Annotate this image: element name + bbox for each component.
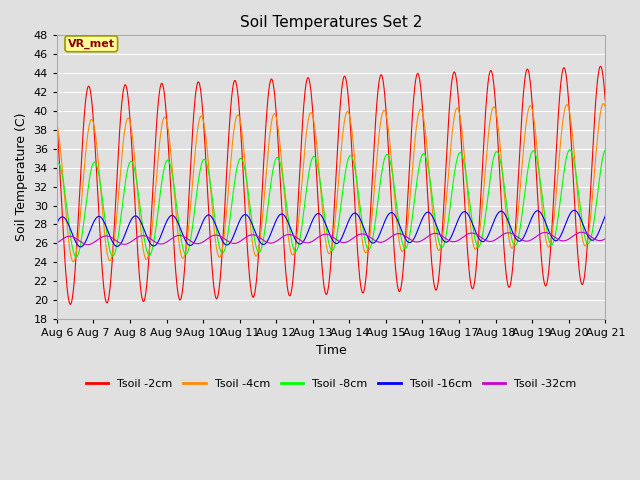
Tsoil -32cm	[578, 229, 586, 235]
Tsoil -8cm	[72, 254, 80, 260]
Tsoil -8cm	[602, 147, 609, 153]
Title: Soil Temperatures Set 2: Soil Temperatures Set 2	[240, 15, 422, 30]
Tsoil -8cm	[488, 163, 496, 168]
Tsoil -8cm	[417, 157, 424, 163]
Legend: Tsoil -2cm, Tsoil -4cm, Tsoil -8cm, Tsoil -16cm, Tsoil -32cm: Tsoil -2cm, Tsoil -4cm, Tsoil -8cm, Tsoi…	[81, 374, 580, 393]
Tsoil -32cm	[237, 238, 244, 244]
Line: Tsoil -32cm: Tsoil -32cm	[57, 232, 605, 245]
Tsoil -16cm	[488, 223, 496, 229]
Tsoil -8cm	[536, 180, 544, 185]
Tsoil -2cm	[602, 97, 609, 103]
Tsoil -8cm	[162, 159, 170, 165]
Tsoil -4cm	[488, 107, 496, 113]
Tsoil -8cm	[237, 156, 244, 161]
Line: Tsoil -2cm: Tsoil -2cm	[57, 66, 605, 304]
Tsoil -32cm	[417, 239, 424, 244]
Tsoil -4cm	[162, 116, 170, 121]
Tsoil -2cm	[67, 301, 74, 307]
Tsoil -4cm	[175, 241, 183, 247]
Tsoil -16cm	[237, 216, 244, 222]
Tsoil -32cm	[162, 240, 170, 245]
X-axis label: Time: Time	[316, 344, 346, 357]
Y-axis label: Soil Temperature (C): Soil Temperature (C)	[15, 113, 28, 241]
Tsoil -4cm	[536, 186, 544, 192]
Tsoil -32cm	[602, 236, 609, 242]
Tsoil -16cm	[175, 223, 183, 228]
Text: VR_met: VR_met	[68, 39, 115, 49]
Tsoil -16cm	[536, 210, 544, 216]
Tsoil -16cm	[53, 220, 61, 226]
Tsoil -16cm	[570, 207, 578, 213]
Tsoil -2cm	[597, 63, 605, 69]
Tsoil -32cm	[84, 242, 92, 248]
Tsoil -8cm	[175, 223, 183, 229]
Tsoil -32cm	[53, 240, 61, 246]
Tsoil -2cm	[536, 243, 544, 249]
Tsoil -32cm	[536, 231, 544, 237]
Tsoil -4cm	[237, 120, 244, 125]
Tsoil -32cm	[488, 239, 496, 244]
Tsoil -2cm	[53, 119, 61, 124]
Tsoil -4cm	[417, 107, 424, 112]
Tsoil -8cm	[53, 161, 61, 167]
Tsoil -16cm	[417, 220, 424, 226]
Tsoil -16cm	[602, 213, 609, 219]
Tsoil -2cm	[162, 106, 170, 111]
Tsoil -2cm	[237, 125, 244, 131]
Tsoil -2cm	[175, 296, 183, 302]
Tsoil -16cm	[162, 220, 170, 226]
Tsoil -4cm	[600, 101, 607, 107]
Line: Tsoil -8cm: Tsoil -8cm	[57, 150, 605, 257]
Tsoil -4cm	[602, 104, 609, 110]
Tsoil -16cm	[77, 244, 84, 250]
Tsoil -2cm	[488, 70, 496, 76]
Line: Tsoil -4cm: Tsoil -4cm	[57, 104, 605, 262]
Tsoil -32cm	[175, 232, 183, 238]
Tsoil -4cm	[69, 259, 77, 264]
Tsoil -4cm	[53, 121, 61, 127]
Line: Tsoil -16cm: Tsoil -16cm	[57, 210, 605, 247]
Tsoil -2cm	[417, 82, 424, 88]
